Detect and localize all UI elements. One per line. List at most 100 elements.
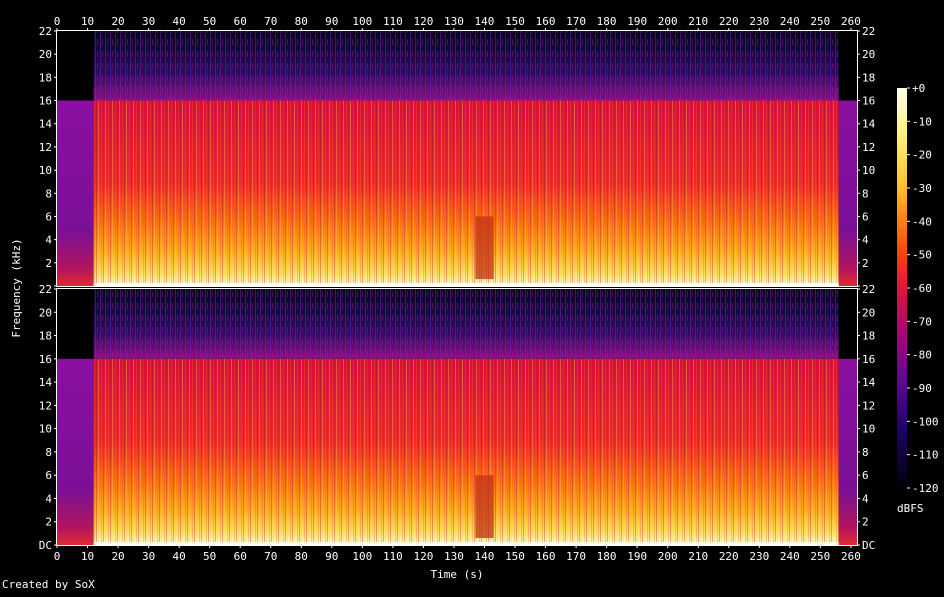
intro-region	[57, 100, 94, 286]
y-tick-label-right: DC	[862, 539, 875, 552]
y-tick-label-left: 14	[39, 376, 53, 389]
x-tick-label-bottom: 60	[234, 550, 247, 563]
y-tick-label-right: 14	[862, 118, 876, 131]
y-tick-label-left: 12	[39, 399, 52, 412]
spectrogram-panels	[56, 30, 858, 546]
x-tick-label-top: 110	[383, 15, 403, 28]
x-tick-label-bottom: 90	[325, 550, 338, 563]
x-tick-label-bottom: 70	[264, 550, 277, 563]
x-tick-label-bottom: 240	[780, 550, 800, 563]
y-tick-label-left: 8	[45, 187, 52, 200]
y-tick-label-right: 22	[862, 283, 875, 296]
x-tick-label-bottom: 230	[749, 550, 769, 563]
x-tick-label-bottom: 50	[203, 550, 216, 563]
x-tick-label-bottom: 220	[719, 550, 739, 563]
intro-region	[57, 358, 94, 545]
x-tick-label-bottom: 120	[413, 550, 433, 563]
x-tick-label-bottom: 250	[810, 550, 830, 563]
y-tick-label-left: DC	[39, 539, 52, 552]
y-tick-label-right: 8	[862, 187, 869, 200]
x-tick-label-bottom: 260	[841, 550, 861, 563]
colorbar-tick-label: -120	[912, 482, 939, 495]
x-tick-label-bottom: 40	[173, 550, 186, 563]
y-tick-label-left: 2	[45, 257, 52, 270]
outro-region	[838, 358, 857, 545]
x-tick-label-top: 80	[295, 15, 308, 28]
x-tick-label-bottom: 110	[383, 550, 403, 563]
x-tick-label-top: 190	[627, 15, 647, 28]
x-tick-label-top: 220	[719, 15, 739, 28]
x-tick-label-top: 30	[142, 15, 155, 28]
x-tick-label-bottom: 100	[352, 550, 372, 563]
x-tick-label-top: 230	[749, 15, 769, 28]
y-tick-label-right: 20	[862, 48, 875, 61]
colorbar-tick-label: -30	[912, 182, 932, 195]
colorbar: +0 -10 -20 -30 -40 -50 -60 -70 -80 -90 -100 -110 -12…	[897, 82, 939, 515]
x-tick-label-top: 200	[658, 15, 678, 28]
x-tick-label-top: 40	[173, 15, 186, 28]
y-tick-label-left: 20	[39, 48, 52, 61]
x-tick-label-top: 260	[841, 15, 861, 28]
x-tick-label-top: 0	[54, 15, 61, 28]
colorbar-gradient	[897, 88, 907, 488]
x-tick-label-top: 180	[597, 15, 617, 28]
channel-panel-2	[56, 288, 858, 546]
x-tick-label-bottom: 210	[688, 550, 708, 563]
x-tick-label-bottom: 30	[142, 550, 155, 563]
main-band-texture	[93, 100, 839, 286]
x-tick-label-top: 90	[325, 15, 338, 28]
x-tick-label-bottom: 80	[295, 550, 308, 563]
y-tick-label-left: 18	[39, 330, 52, 343]
y-tick-label-right: 4	[862, 234, 869, 247]
x-tick-label-bottom: 160	[536, 550, 556, 563]
x-tick-label-top: 50	[203, 15, 216, 28]
x-tick-label-top: 10	[81, 15, 94, 28]
y-tick-label-left: 22	[39, 25, 52, 38]
panel-frame	[56, 288, 858, 546]
y-tick-label-left: 20	[39, 306, 52, 319]
y-tick-label-right: 2	[862, 257, 869, 270]
footer-credit: Created by SoX	[2, 578, 95, 591]
y-tick-label-left: 14	[39, 118, 53, 131]
upper-band-texture	[93, 289, 839, 359]
y-tick-label-right: 10	[862, 164, 875, 177]
x-tick-label-bottom: 0	[54, 550, 61, 563]
x-tick-label-bottom: 180	[597, 550, 617, 563]
y-tick-label-right: 6	[862, 469, 869, 482]
colorbar-tick-label: -100	[912, 415, 939, 428]
x-tick-label-bottom: 10	[81, 550, 94, 563]
x-tick-label-bottom: 200	[658, 550, 678, 563]
x-tick-label-top: 150	[505, 15, 525, 28]
y-tick-label-right: 16	[862, 353, 875, 366]
y-tick-label-right: 20	[862, 306, 875, 319]
y-tick-label-right: 6	[862, 210, 869, 223]
x-tick-label-bottom: 150	[505, 550, 525, 563]
x-tick-label-top: 20	[111, 15, 124, 28]
colorbar-tick-label: -20	[912, 149, 932, 162]
y-tick-label-right: 10	[862, 423, 875, 436]
x-tick-label-top: 140	[475, 15, 495, 28]
dc-band	[93, 283, 839, 286]
colorbar-tick-label: -70	[912, 315, 932, 328]
y-tick-label-right: 2	[862, 516, 869, 529]
x-tick-label-bottom: 140	[475, 550, 495, 563]
panel-frame	[56, 30, 858, 287]
x-tick-label-top: 210	[688, 15, 708, 28]
colorbar-tick-label: -60	[912, 282, 932, 295]
colorbar-tick-label: -80	[912, 349, 932, 362]
y-tick-label-left: 4	[45, 492, 52, 505]
y-tick-label-right: 8	[862, 446, 869, 459]
y-tick-label-left: 10	[39, 164, 52, 177]
colorbar-tick-label: +0	[912, 82, 925, 95]
y-tick-label-right: 18	[862, 71, 875, 84]
y-tick-label-left: 18	[39, 71, 52, 84]
y-tick-label-left: 6	[45, 210, 52, 223]
colorbar-tick-label: -50	[912, 249, 932, 262]
dc-band	[93, 542, 839, 545]
x-tick-label-bottom: 170	[566, 550, 586, 563]
x-tick-label-top: 240	[780, 15, 800, 28]
y-tick-label-left: 22	[39, 283, 52, 296]
channel-panel-1	[56, 30, 858, 287]
y-tick-label-right: 4	[862, 492, 869, 505]
